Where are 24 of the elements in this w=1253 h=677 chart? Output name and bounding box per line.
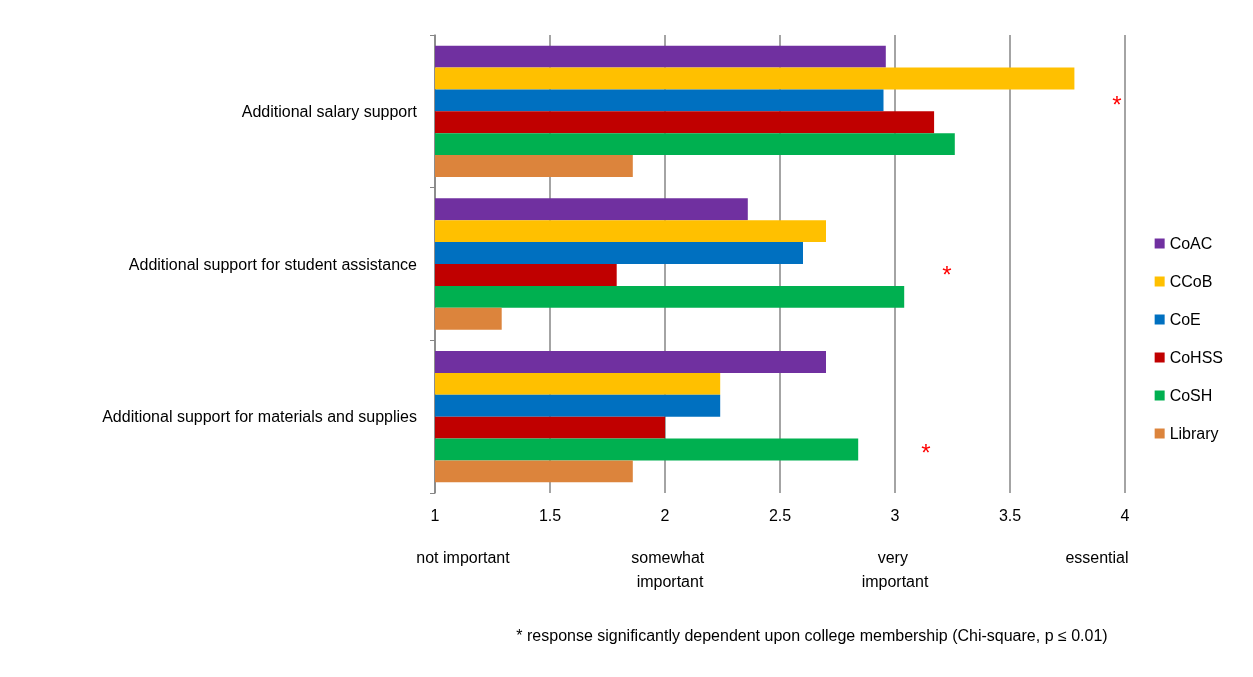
x-tick-label: 3 [890, 506, 900, 524]
legend-label: CCoB [1169, 273, 1213, 290]
x-tick-label: 2.5 [768, 506, 792, 524]
annotation: * [1112, 90, 1122, 118]
text: not important [416, 548, 511, 566]
legend-label: Library [1169, 425, 1219, 442]
legend-label: CoSH [1169, 387, 1213, 404]
annotation: * [942, 260, 952, 288]
text: very important [861, 548, 929, 590]
y-tick-label: Additional support for materials and supplies [102, 408, 417, 426]
x-tick-label: 3.5 [998, 506, 1022, 524]
text: essential [1065, 548, 1129, 566]
text: somewhat important [631, 548, 709, 590]
x-tick-label: 1.5 [538, 506, 562, 524]
legend-label: CoE [1169, 311, 1201, 328]
x-tick-label: 2 [660, 506, 670, 524]
annotation: * [921, 438, 931, 466]
y-tick-label: Additional support for student assistance [128, 255, 418, 273]
y-tick-label: Additional salary support [241, 102, 418, 120]
legend-label: CoHSS [1169, 349, 1224, 366]
x-tick-label: 4 [1120, 506, 1130, 524]
text: * response significantly dependent upon college membership (Chi-square, p ≤ 0.01) [516, 626, 1108, 644]
legend-label: CoAC [1169, 235, 1213, 252]
x-tick-label: 1 [430, 506, 440, 524]
